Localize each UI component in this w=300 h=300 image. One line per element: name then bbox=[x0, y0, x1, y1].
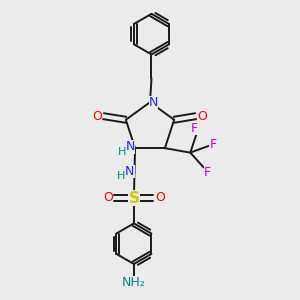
Text: S: S bbox=[128, 190, 140, 206]
Text: F: F bbox=[191, 122, 198, 135]
Text: O: O bbox=[103, 191, 113, 204]
Text: H: H bbox=[117, 171, 125, 181]
Text: F: F bbox=[210, 138, 217, 151]
Text: N: N bbox=[125, 165, 134, 178]
Text: N: N bbox=[149, 96, 158, 109]
Text: H: H bbox=[118, 147, 126, 157]
Text: F: F bbox=[204, 166, 211, 178]
Text: O: O bbox=[197, 110, 207, 123]
Text: O: O bbox=[155, 191, 165, 204]
Text: O: O bbox=[92, 110, 102, 123]
Text: NH₂: NH₂ bbox=[122, 276, 146, 289]
Text: N: N bbox=[126, 140, 135, 153]
